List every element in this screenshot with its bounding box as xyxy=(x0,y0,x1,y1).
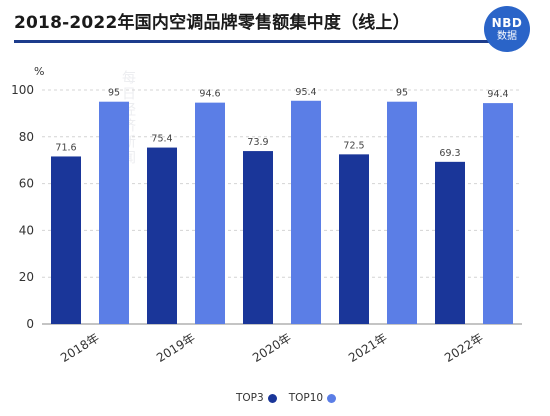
y-tick-label-0: 0 xyxy=(26,317,34,331)
legend-swatch-top10 xyxy=(327,393,337,403)
data-label-top3-3: 72.5 xyxy=(343,140,364,151)
logo-text-data: 数据 xyxy=(497,30,517,42)
legend-swatch-top3 xyxy=(267,393,277,403)
x-tick-label-3: 2021年 xyxy=(346,331,390,365)
bar-top3-0 xyxy=(51,156,81,324)
bar-top10-2 xyxy=(291,100,321,324)
y-tick-label-80: 80 xyxy=(19,130,34,144)
bar-top10-0 xyxy=(99,101,129,324)
x-tick-label-4: 2022年 xyxy=(442,331,486,365)
nbd-logo: NBD 数据 xyxy=(484,6,530,52)
y-tick-label-60: 60 xyxy=(19,177,34,191)
legend-label-top3: TOP3 xyxy=(236,392,264,404)
data-label-top10-2: 95.4 xyxy=(295,87,316,98)
data-label-top10-3: 95 xyxy=(396,88,408,99)
legend-item-top3[interactable]: TOP3 xyxy=(236,392,277,404)
y-tick-label-40: 40 xyxy=(19,223,34,237)
legend-label-top10: TOP10 xyxy=(288,392,324,404)
bar-top10-1 xyxy=(195,102,225,324)
data-label-top10-1: 94.6 xyxy=(199,89,220,100)
chart-title: 2018-2022年国内空调品牌零售额集中度（线上） xyxy=(14,13,410,33)
bar-top3-2 xyxy=(243,151,273,324)
data-label-top3-0: 71.6 xyxy=(55,142,76,153)
bar-top3-3 xyxy=(339,154,369,324)
y-tick-label-20: 20 xyxy=(19,270,34,284)
y-axis-unit: % xyxy=(34,65,44,78)
x-tick-label-2: 2020年 xyxy=(250,331,294,365)
data-label-top3-1: 75.4 xyxy=(151,134,172,145)
logo-text-nbd: NBD xyxy=(491,15,523,30)
x-tick-label-1: 2019年 xyxy=(154,331,198,365)
data-label-top3-2: 73.9 xyxy=(247,137,268,148)
legend-item-top10[interactable]: TOP10 xyxy=(288,392,337,404)
bar-top3-1 xyxy=(147,147,177,324)
bar-top3-4 xyxy=(435,161,465,324)
bar-top10-3 xyxy=(387,101,417,324)
title-divider xyxy=(14,40,522,43)
bar-top10-4 xyxy=(483,103,513,324)
x-tick-label-0: 2018年 xyxy=(58,331,102,365)
data-label-top10-0: 95 xyxy=(108,88,120,99)
chart-legend: TOP3 TOP10 xyxy=(236,389,348,407)
y-tick-label-100: 100 xyxy=(11,83,34,97)
data-label-top3-4: 69.3 xyxy=(439,148,460,159)
data-label-top10-4: 94.4 xyxy=(487,89,508,100)
